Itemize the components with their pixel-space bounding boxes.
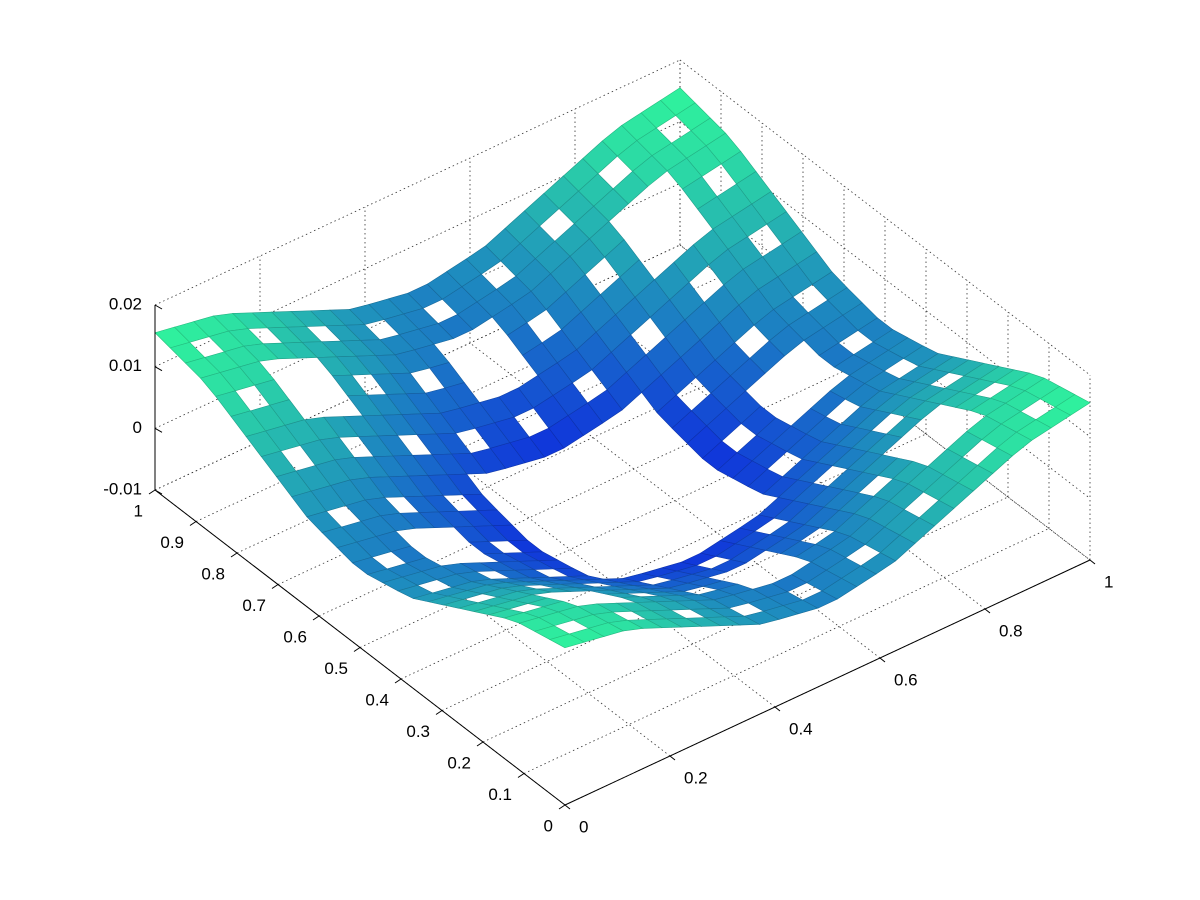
x-tick — [984, 608, 991, 614]
y-tick-label: 0.8 — [201, 564, 225, 583]
y-tick-label: 0.5 — [324, 659, 348, 678]
y-tick — [435, 710, 443, 715]
grid-line — [154, 59, 681, 306]
x-tick-label: 1 — [1104, 572, 1113, 591]
grid-line — [679, 59, 1091, 376]
y-tick-label: 0.6 — [283, 627, 307, 646]
z-tick — [154, 304, 163, 310]
y-tick-label: 0.7 — [242, 596, 266, 615]
x-axis — [564, 559, 1091, 806]
y-tick-label: 0.4 — [365, 690, 389, 709]
surface-cell — [468, 541, 505, 555]
x-tick-label: 0.6 — [894, 670, 918, 689]
x-tick — [774, 706, 781, 712]
surface-cell — [549, 633, 586, 649]
y-tick — [189, 521, 197, 526]
grid-line — [259, 440, 671, 757]
y-tick — [517, 773, 525, 778]
z-tick — [154, 427, 163, 433]
z-tick-label: -0.01 — [103, 479, 142, 498]
y-tick-label: 0.1 — [488, 785, 512, 804]
y-tick-label: 0.2 — [447, 753, 471, 772]
surface-cell — [738, 514, 775, 532]
grid-line — [364, 391, 776, 708]
y-tick — [271, 584, 279, 589]
surface-cell — [331, 374, 368, 397]
grid-line — [400, 433, 927, 680]
y-tick — [230, 552, 238, 558]
y-tick-label: 0.3 — [406, 722, 430, 741]
x-tick-label: 0.8 — [999, 621, 1023, 640]
y-tick — [312, 615, 320, 621]
y-tick-label: 0 — [544, 816, 553, 835]
y-tick — [558, 804, 566, 810]
grid-line — [574, 293, 986, 610]
y-tick — [148, 489, 156, 495]
z-tick — [154, 489, 163, 495]
x-tick-label: 0 — [579, 817, 588, 836]
z-tick-label: 0 — [133, 418, 142, 437]
y-tick — [353, 647, 361, 652]
x-tick-label: 0.2 — [684, 768, 708, 787]
y-tick-label: 1 — [134, 501, 143, 520]
surface-cell — [461, 493, 498, 511]
x-tick — [1089, 559, 1096, 565]
y-tick — [394, 678, 402, 684]
x-tick — [879, 657, 886, 663]
surface-cell — [553, 567, 589, 577]
grid-line — [679, 244, 1091, 561]
z-tick-label: 0.02 — [109, 294, 142, 313]
grid-line — [523, 528, 1050, 774]
x-tick — [564, 804, 571, 810]
z-tick — [154, 366, 163, 372]
y-tick — [476, 741, 484, 747]
surface-cell — [507, 539, 544, 553]
y-tick-label: 0.9 — [160, 533, 184, 552]
z-tick-label: 0.01 — [109, 356, 142, 375]
x-tick — [669, 755, 676, 761]
x-tick-label: 0.4 — [789, 719, 813, 738]
surface-cell — [885, 416, 922, 438]
